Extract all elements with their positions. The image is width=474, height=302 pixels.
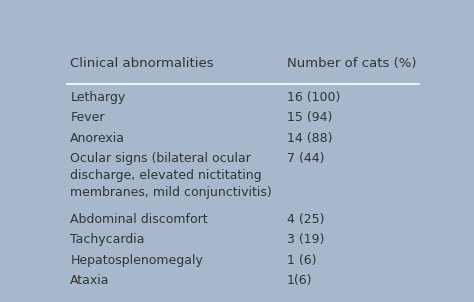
Text: Hepatosplenomegaly: Hepatosplenomegaly — [70, 254, 203, 267]
Text: Fever: Fever — [70, 111, 105, 124]
Text: Anorexia: Anorexia — [70, 132, 125, 145]
Text: 4 (25): 4 (25) — [287, 213, 325, 226]
Text: 1(6): 1(6) — [287, 274, 312, 287]
Text: Abdominal discomfort: Abdominal discomfort — [70, 213, 208, 226]
Text: Number of cats (%): Number of cats (%) — [287, 57, 417, 70]
Text: 1 (6): 1 (6) — [287, 254, 317, 267]
Text: Lethargy: Lethargy — [70, 91, 126, 104]
Text: Ocular signs (bilateral ocular
discharge, elevated nictitating
membranes, mild c: Ocular signs (bilateral ocular discharge… — [70, 152, 272, 199]
Text: 16 (100): 16 (100) — [287, 91, 340, 104]
Text: Clinical abnormalities: Clinical abnormalities — [70, 57, 214, 70]
Text: Tachycardia: Tachycardia — [70, 233, 145, 246]
Text: Ataxia: Ataxia — [70, 274, 110, 287]
Text: 15 (94): 15 (94) — [287, 111, 332, 124]
Text: 7 (44): 7 (44) — [287, 152, 325, 165]
Text: 14 (88): 14 (88) — [287, 132, 332, 145]
Text: 3 (19): 3 (19) — [287, 233, 324, 246]
